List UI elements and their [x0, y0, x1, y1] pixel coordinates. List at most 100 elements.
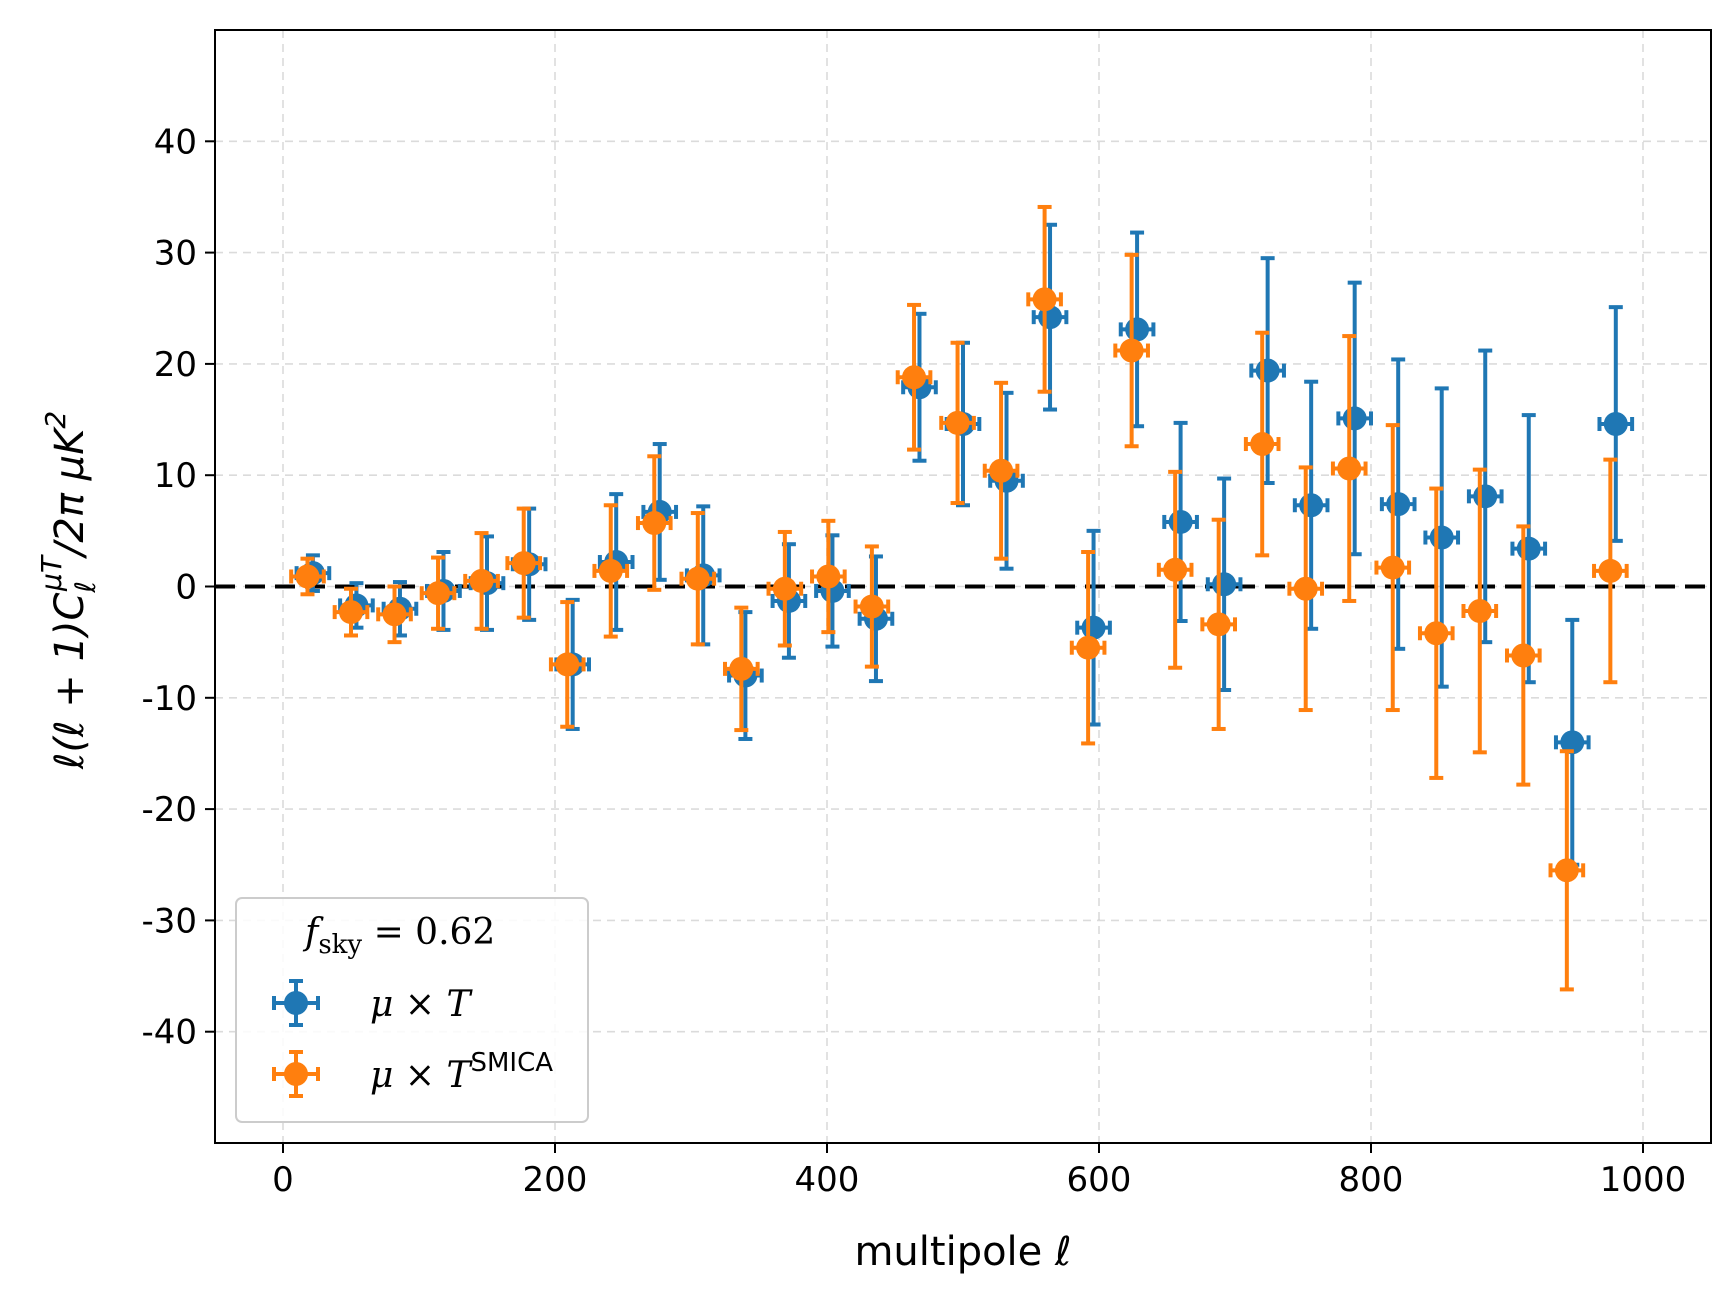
point-marker: [1429, 525, 1454, 550]
y-tick-label: -30: [141, 901, 197, 941]
point-marker: [902, 365, 927, 390]
data-point: [641, 442, 679, 582]
point-marker: [511, 551, 536, 576]
x-tick-label: 400: [795, 1160, 860, 1200]
data-point: [810, 518, 847, 635]
data-point: [1205, 476, 1243, 693]
x-axis-ticks: 0 200 400 600 800 1000: [272, 1143, 1686, 1200]
data-point: [679, 511, 717, 647]
x-axis-label: multipole ℓ: [854, 1229, 1071, 1275]
point-marker: [816, 564, 841, 589]
point-marker: [1511, 643, 1536, 668]
y-tick-label: -20: [141, 790, 197, 830]
point-marker: [1560, 730, 1585, 755]
data-point: [635, 454, 673, 592]
point-marker: [685, 566, 710, 591]
data-point: [1162, 420, 1199, 624]
data-point: [939, 340, 976, 506]
data-point: [814, 533, 851, 649]
data-point: [1417, 486, 1455, 780]
point-marker: [1076, 635, 1101, 660]
point-marker: [1168, 509, 1193, 534]
point-marker: [1424, 621, 1449, 646]
legend-marker-2: [272, 1050, 320, 1098]
legend-title: fsky = 0.62: [302, 912, 495, 960]
data-point: [1548, 749, 1586, 992]
point-marker: [859, 594, 884, 619]
legend-marker-1: [272, 979, 320, 1027]
y-tick-label: -10: [141, 679, 197, 719]
data-point: [419, 555, 457, 631]
legend-box: [235, 897, 589, 1123]
data-point: [1461, 467, 1499, 755]
data-point: [1113, 252, 1150, 449]
legend-markers: [272, 979, 320, 1098]
legend-point: [284, 1062, 308, 1086]
point-marker: [295, 564, 320, 589]
point-marker: [1554, 858, 1579, 883]
point-marker: [945, 410, 970, 435]
data-point: [1330, 334, 1368, 603]
point-marker: [426, 581, 451, 606]
data-point: [1379, 357, 1417, 651]
data-point: [332, 586, 370, 638]
data-point: [1374, 423, 1412, 713]
data-point: [1287, 465, 1325, 713]
series-2: [289, 204, 1629, 992]
data-point: [592, 503, 630, 639]
point-marker: [772, 576, 797, 601]
point-marker: [1516, 536, 1541, 561]
data-point: [1597, 305, 1635, 543]
y-axis-ticks: -40 -30 -20 -10 0 10 20 30 40: [141, 122, 215, 1053]
data-point: [1069, 549, 1107, 746]
point-marker: [1603, 412, 1628, 437]
point-marker: [1598, 558, 1623, 583]
point-marker: [555, 652, 580, 677]
data-point: [1466, 348, 1504, 645]
data-point: [1118, 230, 1156, 429]
data-point: [982, 380, 1020, 561]
point-marker: [382, 602, 407, 627]
data-point: [853, 544, 891, 669]
data-point: [1592, 457, 1629, 685]
y-tick-label: -40: [141, 1013, 197, 1053]
point-marker: [1255, 358, 1280, 383]
data-point: [505, 506, 543, 620]
data-point: [463, 531, 500, 631]
data-point: [1200, 517, 1237, 731]
y-axis-label: ℓ(ℓ + 1)CℓμT/2π μK2: [35, 411, 102, 770]
data-point: [895, 302, 933, 452]
point-marker: [1125, 317, 1150, 342]
legend-entry-mu-t: μ × T: [370, 984, 473, 1025]
point-marker: [339, 600, 363, 625]
data-point: [723, 605, 760, 733]
point-marker: [1380, 555, 1405, 580]
legend: fsky = 0.62 μ × T μ × TSMICA: [235, 897, 589, 1123]
point-marker: [1212, 572, 1237, 597]
data-point: [1510, 413, 1548, 685]
point-marker: [598, 558, 623, 583]
data-point: [770, 542, 808, 660]
y-tick-label: 40: [154, 122, 197, 162]
y-tick-label: 10: [154, 456, 197, 496]
point-marker: [1081, 615, 1106, 640]
data-point: [1075, 528, 1112, 727]
point-marker: [729, 656, 754, 681]
legend-point: [284, 991, 308, 1015]
x-tick-label: 200: [523, 1160, 588, 1200]
point-marker: [1473, 484, 1498, 509]
point-marker: [642, 511, 667, 536]
point-marker: [1337, 456, 1362, 481]
x-tick-label: 0: [272, 1160, 294, 1200]
point-marker: [1250, 432, 1275, 457]
y-tick-label: 30: [154, 234, 197, 274]
y-tick-label: 20: [154, 345, 197, 385]
point-marker: [1293, 576, 1318, 601]
data-point: [1156, 469, 1194, 670]
data-point: [376, 584, 413, 645]
data-point: [766, 529, 804, 648]
point-marker: [1119, 338, 1144, 363]
data-point: [1505, 524, 1542, 787]
series-1: [294, 222, 1635, 867]
data-series: [289, 204, 1635, 992]
